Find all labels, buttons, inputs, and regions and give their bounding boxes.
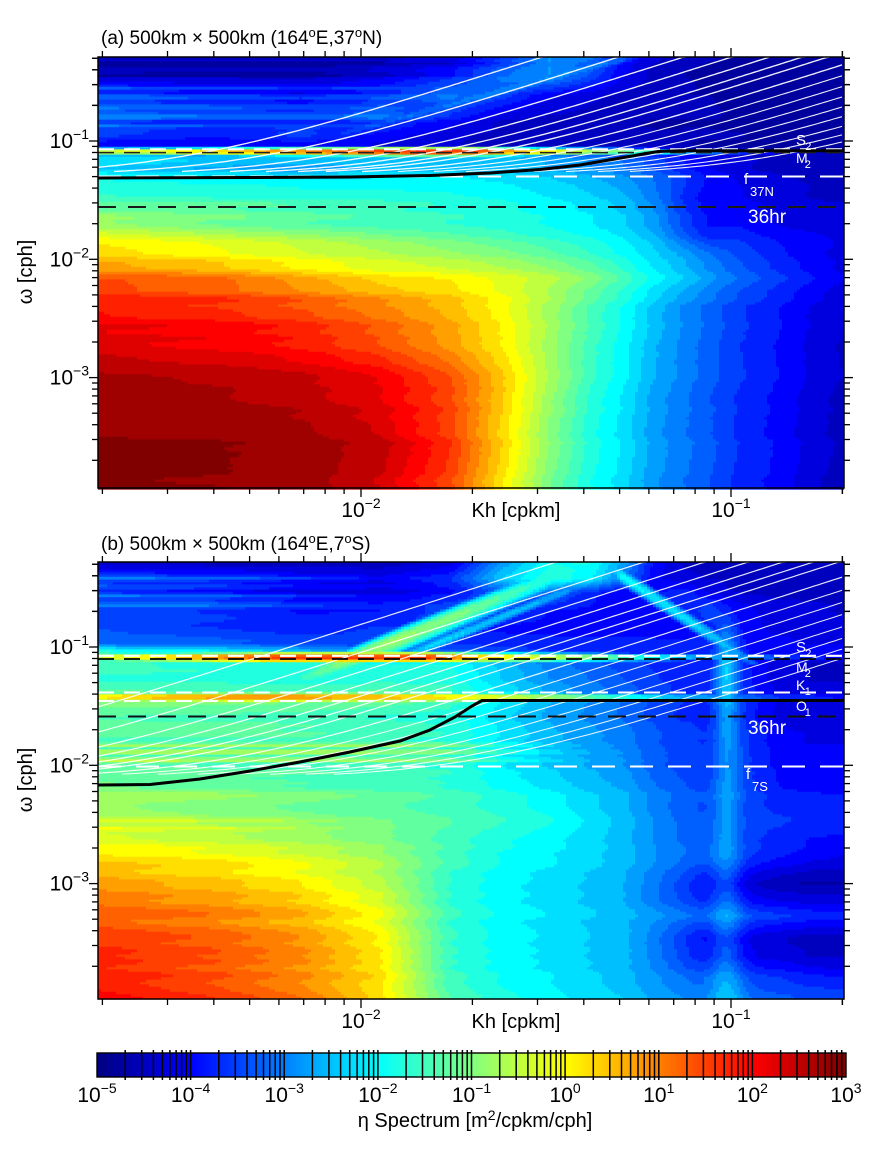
svg-text:7S: 7S [752, 779, 768, 794]
svg-text:Kh [cpkm]: Kh [cpkm] [472, 1011, 561, 1033]
svg-text:f: f [746, 766, 751, 783]
svg-text:S: S [796, 639, 806, 656]
svg-text:S: S [796, 132, 806, 149]
svg-text:ω [cph]: ω [cph] [15, 240, 37, 305]
svg-text:η Spectrum [m2/cpkm/cph]: η Spectrum [m2/cpkm/cph] [358, 1107, 593, 1132]
svg-text:2: 2 [805, 648, 811, 660]
svg-text:O: O [796, 698, 807, 714]
svg-text:2: 2 [805, 141, 811, 153]
svg-text:10−2: 10−2 [341, 1006, 381, 1033]
svg-text:37N: 37N [750, 184, 774, 199]
svg-text:Kh [cpkm]: Kh [cpkm] [472, 500, 561, 522]
svg-text:2: 2 [805, 159, 811, 171]
svg-text:1: 1 [805, 707, 811, 719]
svg-text:ω [cph]: ω [cph] [15, 748, 37, 813]
svg-text:2: 2 [805, 668, 811, 680]
svg-text:(a) 500km × 500km (164oE,37oN): (a) 500km × 500km (164oE,37oN) [101, 25, 382, 49]
svg-text:M: M [796, 659, 808, 675]
svg-text:K: K [796, 677, 806, 693]
svg-text:f: f [744, 171, 749, 188]
svg-text:1: 1 [805, 686, 811, 698]
svg-text:(b) 500km × 500km (164oE,7oS): (b) 500km × 500km (164oE,7oS) [101, 531, 371, 555]
svg-text:36hr: 36hr [748, 207, 787, 228]
svg-text:M: M [796, 150, 808, 166]
svg-text:36hr: 36hr [748, 718, 787, 739]
